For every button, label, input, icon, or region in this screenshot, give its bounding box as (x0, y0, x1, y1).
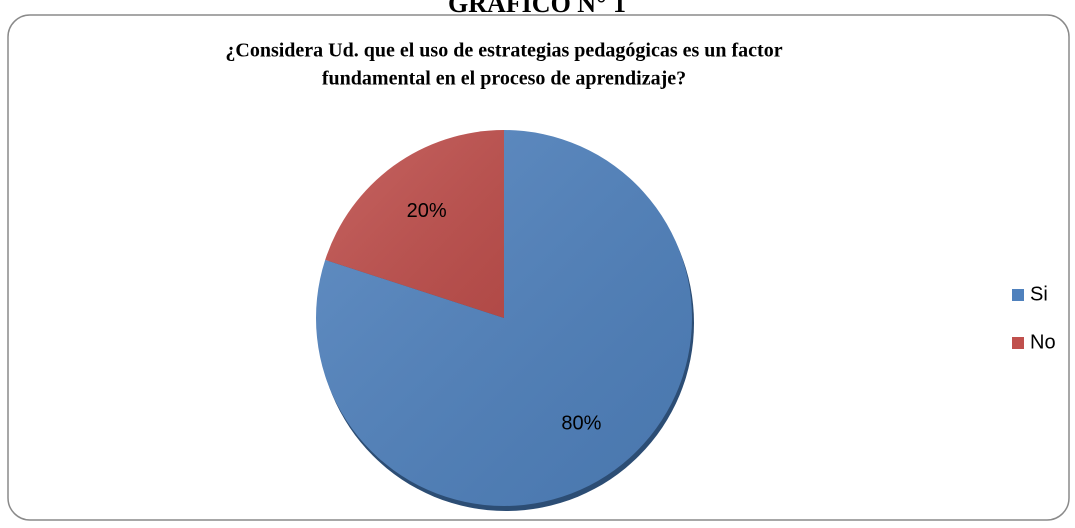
legend-label: No (1030, 331, 1056, 353)
legend-swatch (1012, 289, 1024, 301)
legend-label: Si (1030, 283, 1048, 305)
legend-swatch (1012, 337, 1024, 349)
chart-title: fundamental en el proceso de aprendizaje… (322, 68, 686, 90)
data-label: 20% (407, 200, 447, 222)
pie-slice-shade (325, 130, 504, 318)
data-label: 80% (561, 413, 601, 435)
chart-title: ¿Considera Ud. que el uso de estrategias… (225, 40, 782, 62)
chart-heading: GRÁFICO N° 1 (448, 0, 626, 18)
